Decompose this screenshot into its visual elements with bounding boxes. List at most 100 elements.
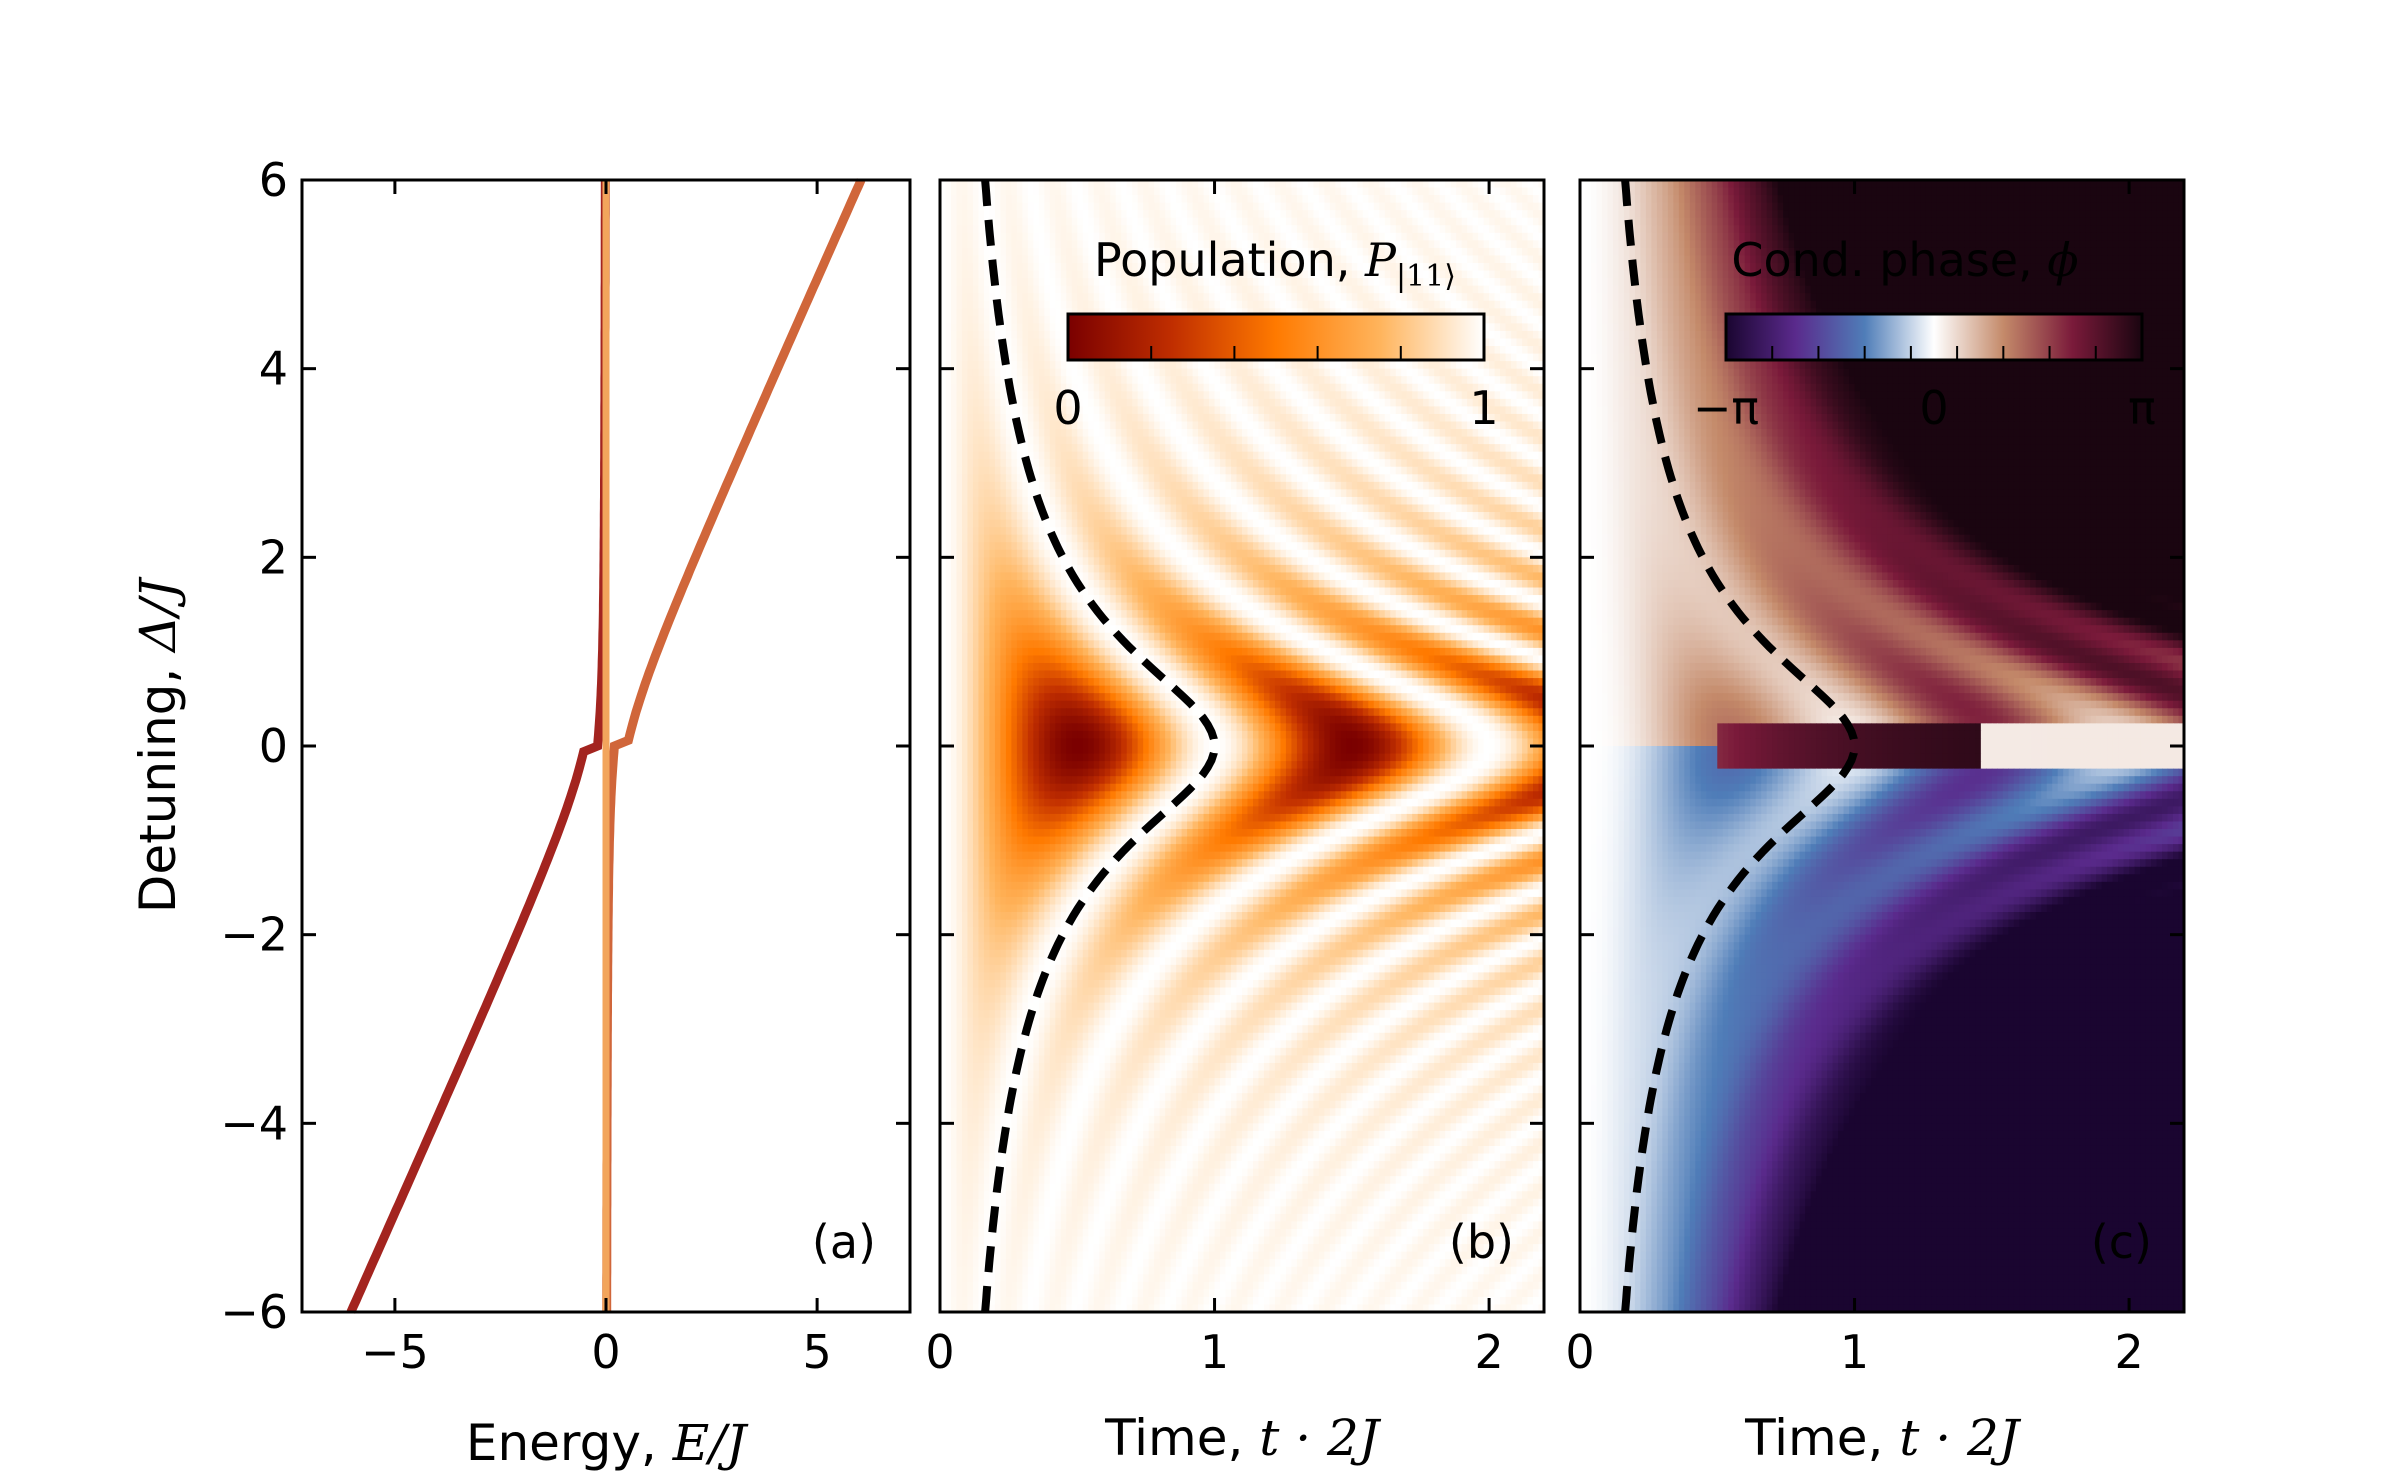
heatmap-cell — [1329, 361, 1336, 370]
heatmap-cell — [978, 240, 985, 249]
heatmap-cell — [994, 474, 1001, 483]
heatmap-cell — [1252, 489, 1260, 498]
heatmap-cell — [1242, 421, 1249, 430]
heatmap-cell — [1252, 285, 1260, 294]
heatmap-cell — [1478, 489, 1485, 498]
heatmap-cell — [1225, 451, 1232, 460]
heatmap-cell — [1538, 466, 1544, 475]
heatmap-cell — [1088, 202, 1095, 211]
heatmap-cell — [1203, 504, 1210, 513]
heatmap-cell — [1500, 293, 1507, 302]
heatmap-cell — [1401, 466, 1408, 475]
heatmap-cell — [972, 187, 980, 196]
heatmap-cell — [1044, 293, 1051, 302]
heatmap-cell — [1154, 368, 1161, 377]
heatmap-cell — [1231, 391, 1238, 400]
heatmap-cell — [1489, 474, 1496, 483]
heatmap-cell — [1247, 247, 1254, 257]
heatmap-cell — [1494, 285, 1501, 294]
heatmap-cell — [1148, 308, 1155, 317]
heatmap-cell — [1340, 308, 1347, 317]
heatmap-cell — [1203, 225, 1210, 234]
heatmap-cell — [1011, 429, 1018, 438]
heatmap-cell — [1335, 210, 1342, 219]
heatmap-cell — [1016, 391, 1023, 400]
heatmap-cell — [1242, 232, 1249, 241]
heatmap-cell — [1302, 391, 1309, 400]
heatmap-cell — [1439, 496, 1446, 506]
heatmap-cell — [1203, 391, 1210, 400]
heatmap-cell — [983, 346, 991, 355]
heatmap-cell — [1220, 391, 1227, 400]
heatmap-cell — [1269, 210, 1276, 219]
heatmap-cell — [1357, 496, 1364, 506]
heatmap-cell — [1242, 459, 1249, 468]
heatmap-cell — [1187, 504, 1194, 513]
heatmap-cell — [1428, 300, 1435, 309]
heatmap-cell — [945, 270, 952, 279]
heatmap-cell — [1511, 383, 1518, 392]
heatmap-cell — [994, 195, 1001, 204]
heatmap-cell — [1516, 391, 1523, 400]
heatmap-cell — [1016, 323, 1023, 332]
heatmap-cell — [1049, 315, 1056, 324]
heatmap-cell — [1280, 451, 1287, 460]
heatmap-cell — [1417, 474, 1424, 483]
heatmap-cell — [1225, 436, 1232, 445]
heatmap-cell — [1395, 391, 1402, 400]
heatmap-cell — [1450, 512, 1457, 521]
heatmap-cell — [1104, 496, 1111, 506]
heatmap-cell — [1357, 247, 1364, 257]
heatmap-cell — [1258, 466, 1265, 475]
heatmap-cell — [1033, 263, 1040, 272]
heatmap-cell — [1055, 429, 1062, 438]
heatmap-cell — [1412, 270, 1419, 279]
heatmap-cell — [1445, 293, 1452, 302]
heatmap-cell — [1011, 489, 1018, 498]
heatmap-cell — [1132, 512, 1139, 521]
heatmap-cell — [1044, 330, 1051, 340]
heatmap-cell — [1522, 247, 1529, 257]
heatmap-cell — [1384, 285, 1391, 294]
heatmap-cell — [1384, 210, 1391, 219]
heatmap-cell — [1165, 376, 1172, 385]
heatmap-cell — [1456, 398, 1463, 407]
heatmap-cell — [1252, 474, 1260, 483]
heatmap-cell — [1395, 240, 1402, 249]
heatmap-cell — [1209, 481, 1216, 491]
heatmap-cell — [1077, 451, 1084, 460]
heatmap-cell — [1384, 459, 1391, 468]
heatmap-cell — [1450, 474, 1457, 483]
heatmap-cell — [940, 519, 947, 528]
heatmap-cell — [1115, 270, 1122, 279]
heatmap-cell — [1324, 429, 1331, 438]
heatmap-cell — [1252, 263, 1260, 272]
heatmap-cell — [1088, 263, 1095, 272]
heatmap-cell — [1060, 278, 1067, 287]
heatmap-cell — [940, 180, 947, 189]
heatmap-cell — [1291, 195, 1298, 204]
heatmap-cell — [1467, 300, 1474, 309]
heatmap-cell — [1335, 300, 1342, 309]
heatmap-cell — [1082, 255, 1089, 264]
heatmap-cell — [1022, 353, 1029, 362]
heatmap-cell — [1220, 504, 1227, 513]
heatmap-cell — [1324, 255, 1331, 264]
heatmap-cell — [1417, 293, 1424, 302]
heatmap-cell — [1252, 398, 1260, 407]
heatmap-cell — [1302, 398, 1309, 407]
heatmap-cell — [1088, 413, 1095, 423]
heatmap-cell — [1483, 368, 1490, 377]
heatmap-cell — [1093, 187, 1100, 196]
heatmap-cell — [1379, 368, 1386, 377]
heatmap-cell — [1346, 270, 1353, 279]
heatmap-cell — [1258, 444, 1265, 453]
heatmap-cell — [1428, 278, 1435, 287]
heatmap-cell — [1192, 285, 1199, 294]
heatmap-cell — [945, 330, 952, 340]
heatmap-cell — [945, 180, 952, 189]
heatmap-cell — [1088, 240, 1095, 249]
heatmap-cell — [1060, 383, 1067, 392]
heatmap-cell — [1181, 240, 1188, 249]
heatmap-cell — [1220, 444, 1227, 453]
